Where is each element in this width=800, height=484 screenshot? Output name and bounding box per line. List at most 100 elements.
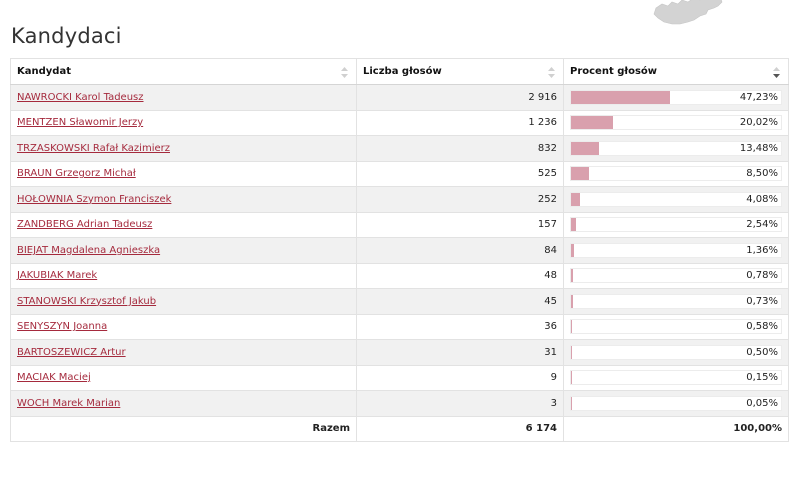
- candidate-votes: 31: [356, 339, 564, 366]
- candidate-name-cell: MACIAK Maciej: [10, 364, 357, 391]
- table-row: HOŁOWNIA Szymon Franciszek 252 4,08%: [10, 186, 789, 213]
- candidate-link[interactable]: NAWROCKI Karol Tadeusz: [17, 91, 144, 103]
- candidate-percent-cell: 0,15%: [563, 364, 789, 391]
- candidate-votes: 252: [356, 186, 564, 213]
- table-row: BARTOSZEWICZ Artur 31 0,50%: [10, 339, 789, 366]
- percent-bar: 0,78%: [570, 268, 782, 284]
- candidate-name-cell: TRZASKOWSKI Rafał Kazimierz: [10, 135, 357, 162]
- candidate-percent-cell: 47,23%: [563, 84, 789, 111]
- column-header-candidate-label: Kandydat: [17, 66, 71, 77]
- percent-label: 0,15%: [746, 372, 778, 384]
- column-header-votes-label: Liczba głosów: [363, 66, 442, 77]
- percent-bar: 13,48%: [570, 140, 782, 156]
- column-header-votes[interactable]: Liczba głosów: [356, 58, 564, 85]
- percent-bar: 2,54%: [570, 217, 782, 233]
- candidate-name-cell: MENTZEN Sławomir Jerzy: [10, 109, 357, 136]
- candidate-link[interactable]: SENYSZYN Joanna: [17, 321, 108, 333]
- candidate-link[interactable]: BIEJAT Magdalena Agnieszka: [17, 244, 161, 256]
- percent-bar-fill: [571, 294, 573, 308]
- percent-bar-fill: [571, 269, 573, 283]
- percent-label: 8,50%: [746, 168, 778, 180]
- candidate-votes: 3: [356, 390, 564, 417]
- percent-bar-fill: [571, 243, 574, 257]
- candidate-name-cell: BRAUN Grzegorz Michał: [10, 160, 357, 187]
- percent-bar: 0,58%: [570, 319, 782, 335]
- page-title: Kandydaci: [11, 24, 122, 48]
- candidate-votes: 157: [356, 211, 564, 238]
- table-row: BIEJAT Magdalena Agnieszka 84 1,36%: [10, 237, 789, 264]
- table-row: BRAUN Grzegorz Michał 525 8,50%: [10, 160, 789, 187]
- percent-bar-fill: [571, 345, 573, 359]
- candidate-link[interactable]: HOŁOWNIA Szymon Franciszek: [17, 193, 172, 205]
- candidate-name-cell: SENYSZYN Joanna: [10, 313, 357, 340]
- percent-bar: 0,73%: [570, 293, 782, 309]
- table-row: ZANDBERG Adrian Tadeusz 157 2,54%: [10, 211, 789, 238]
- candidate-percent-cell: 4,08%: [563, 186, 789, 213]
- column-header-percent[interactable]: Procent głosów: [563, 58, 789, 85]
- table-row: MACIAK Maciej 9 0,15%: [10, 364, 789, 391]
- percent-bar-fill: [571, 90, 671, 104]
- candidate-name-cell: JAKUBIAK Marek: [10, 262, 357, 289]
- candidate-name-cell: BIEJAT Magdalena Agnieszka: [10, 237, 357, 264]
- candidate-link[interactable]: JAKUBIAK Marek: [17, 270, 98, 282]
- candidate-link[interactable]: MENTZEN Sławomir Jerzy: [17, 117, 144, 129]
- percent-label: 0,58%: [746, 321, 778, 333]
- percent-bar: 20,02%: [570, 115, 782, 131]
- candidate-percent-cell: 2,54%: [563, 211, 789, 238]
- percent-bar-fill: [571, 141, 600, 155]
- candidate-votes: 9: [356, 364, 564, 391]
- map-region-fragment[interactable]: [648, 0, 728, 26]
- candidate-percent-cell: 0,73%: [563, 288, 789, 315]
- candidate-link[interactable]: BARTOSZEWICZ Artur: [17, 346, 126, 358]
- candidate-votes: 36: [356, 313, 564, 340]
- table-row: MENTZEN Sławomir Jerzy 1 236 20,02%: [10, 109, 789, 136]
- percent-bar: 1,36%: [570, 242, 782, 258]
- sort-both-icon: [341, 67, 348, 78]
- candidate-link[interactable]: BRAUN Grzegorz Michał: [17, 168, 136, 180]
- candidate-percent-cell: 13,48%: [563, 135, 789, 162]
- candidate-name-cell: NAWROCKI Karol Tadeusz: [10, 84, 357, 111]
- candidate-name-cell: WOCH Marek Marian: [10, 390, 357, 417]
- candidate-name-cell: HOŁOWNIA Szymon Franciszek: [10, 186, 357, 213]
- candidates-table: Kandydat Liczba głosów Procent głosów: [10, 58, 789, 442]
- percent-label: 2,54%: [746, 219, 778, 231]
- candidate-link[interactable]: WOCH Marek Marian: [17, 397, 121, 409]
- candidate-votes: 84: [356, 237, 564, 264]
- percent-bar: 47,23%: [570, 89, 782, 105]
- candidate-link[interactable]: ZANDBERG Adrian Tadeusz: [17, 219, 153, 231]
- sort-both-icon: [548, 67, 555, 78]
- candidate-percent-cell: 0,78%: [563, 262, 789, 289]
- percent-bar: 0,15%: [570, 370, 782, 386]
- column-header-candidate[interactable]: Kandydat: [10, 58, 357, 85]
- candidate-percent-cell: 0,50%: [563, 339, 789, 366]
- candidate-link[interactable]: STANOWSKI Krzysztof Jakub: [17, 295, 157, 307]
- candidate-link[interactable]: MACIAK Maciej: [17, 372, 91, 384]
- totals-percent: 100,00%: [563, 415, 789, 442]
- percent-bar: 0,50%: [570, 344, 782, 360]
- candidate-votes: 525: [356, 160, 564, 187]
- table-row: TRZASKOWSKI Rafał Kazimierz 832 13,48%: [10, 135, 789, 162]
- percent-bar: 4,08%: [570, 191, 782, 207]
- candidate-percent-cell: 8,50%: [563, 160, 789, 187]
- table-row: NAWROCKI Karol Tadeusz 2 916 47,23%: [10, 84, 789, 111]
- candidate-votes: 832: [356, 135, 564, 162]
- percent-bar-fill: [571, 167, 589, 181]
- percent-label: 0,73%: [746, 295, 778, 307]
- totals-row: Razem 6 174 100,00%: [10, 415, 789, 442]
- candidate-name-cell: ZANDBERG Adrian Tadeusz: [10, 211, 357, 238]
- candidate-name-cell: BARTOSZEWICZ Artur: [10, 339, 357, 366]
- percent-label: 4,08%: [746, 193, 778, 205]
- percent-label: 1,36%: [746, 244, 778, 256]
- percent-label: 47,23%: [739, 91, 778, 103]
- candidate-votes: 48: [356, 262, 564, 289]
- candidate-votes: 2 916: [356, 84, 564, 111]
- percent-bar: 8,50%: [570, 166, 782, 182]
- table-row: JAKUBIAK Marek 48 0,78%: [10, 262, 789, 289]
- totals-label: Razem: [10, 415, 357, 442]
- table-row: SENYSZYN Joanna 36 0,58%: [10, 313, 789, 340]
- table-row: WOCH Marek Marian 3 0,05%: [10, 390, 789, 417]
- candidate-name-cell: STANOWSKI Krzysztof Jakub: [10, 288, 357, 315]
- percent-label: 0,05%: [746, 397, 778, 409]
- candidate-link[interactable]: TRZASKOWSKI Rafał Kazimierz: [17, 142, 170, 154]
